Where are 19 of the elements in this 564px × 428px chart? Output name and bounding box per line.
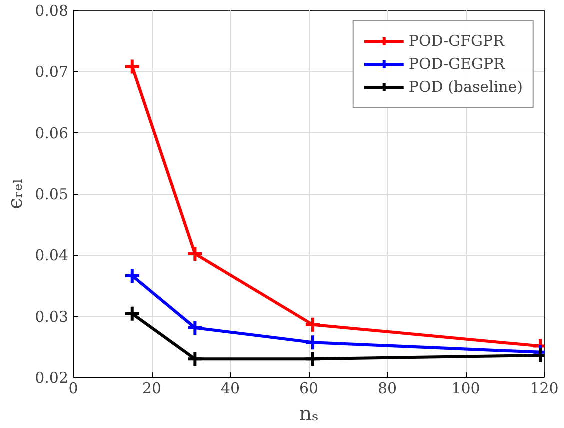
y-tick-label: 0.03 <box>35 308 69 326</box>
x-axis-title: nₛ <box>299 402 319 426</box>
y-tick-label: 0.05 <box>35 186 69 204</box>
x-tick-label: 40 <box>220 380 240 398</box>
y-tick-label: 0.08 <box>35 2 69 20</box>
x-tick-label: 20 <box>142 380 162 398</box>
legend-label: POD (baseline) <box>408 78 523 96</box>
legend-label: POD-GEGPR <box>408 55 505 73</box>
y-tick-label: 0.04 <box>35 246 69 265</box>
x-tick-label: 0 <box>68 380 78 398</box>
x-tick-label: 100 <box>452 380 480 398</box>
y-axis-title: ϵᵣₑₗ <box>3 178 28 210</box>
x-tick-label: 80 <box>378 380 398 398</box>
x-tick-label: 60 <box>299 380 319 398</box>
legend-label: POD-GFGPR <box>408 32 504 50</box>
y-tick-label: 0.07 <box>35 63 69 82</box>
y-tick-label: 0.02 <box>35 369 69 387</box>
y-tick-label: 0.06 <box>35 124 69 142</box>
x-tick-label: 120 <box>530 380 559 398</box>
